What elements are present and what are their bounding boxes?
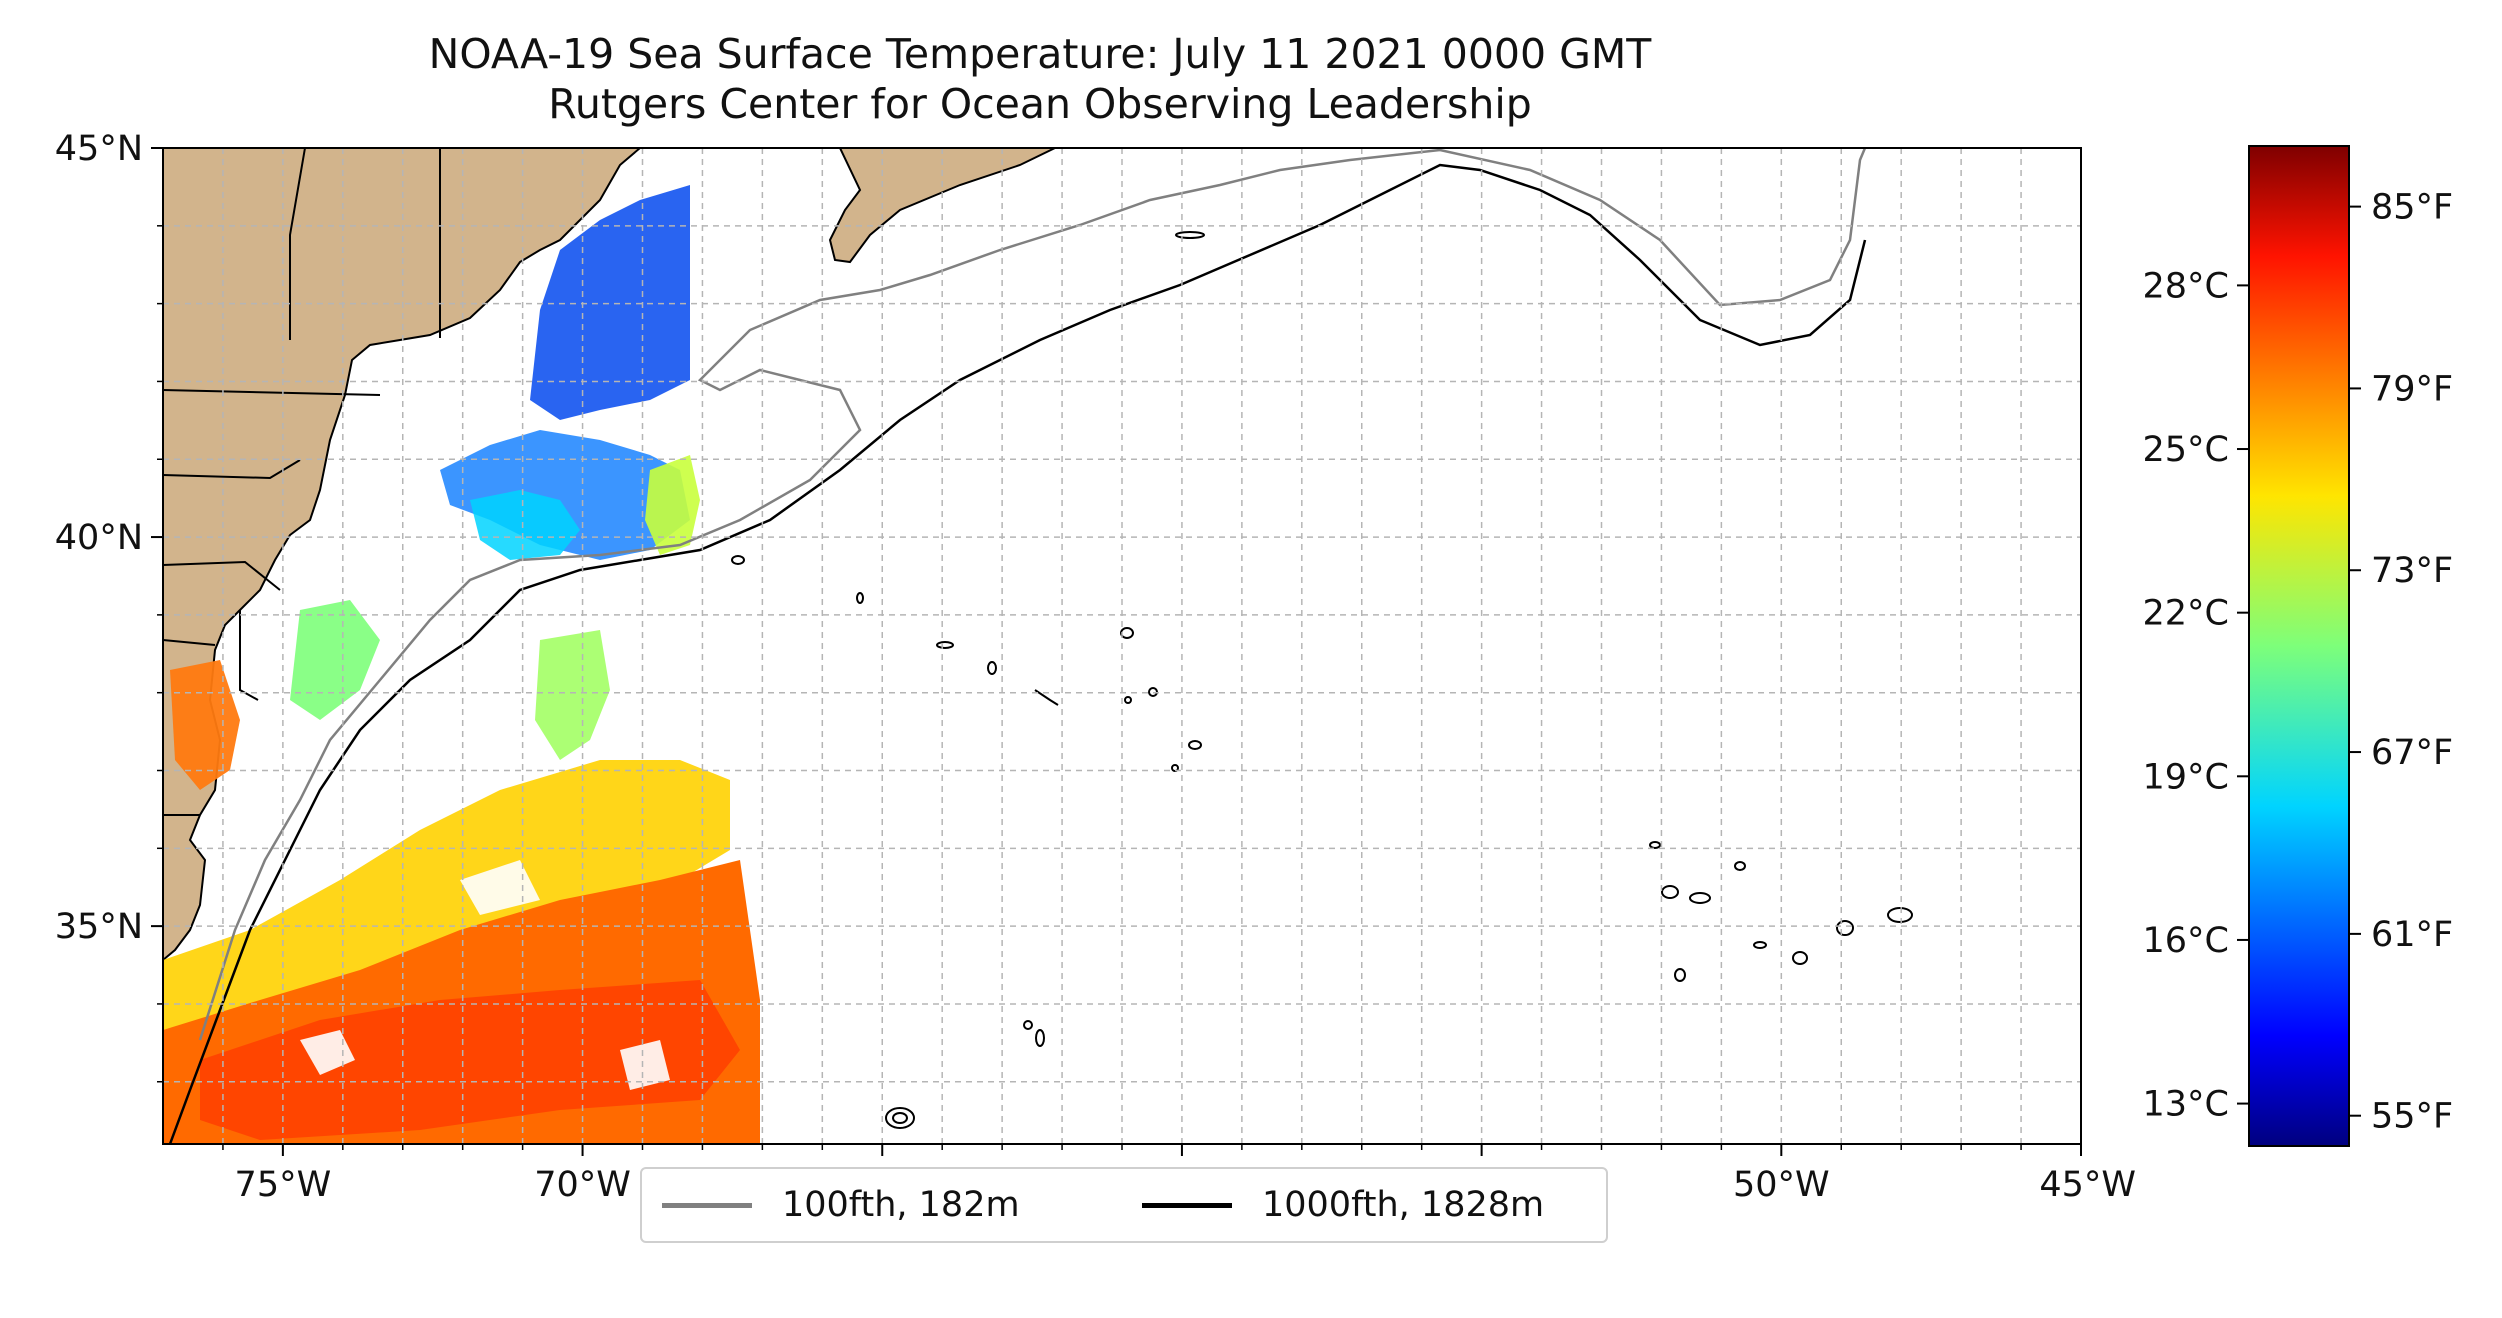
sst-gulf-of-maine-cold bbox=[530, 185, 690, 420]
colorbar-fahrenheit-label: 73°F bbox=[2371, 551, 2453, 591]
seamount-contours bbox=[731, 231, 1913, 1129]
sst-georges-warm bbox=[645, 455, 700, 555]
sst-warm-red-core bbox=[200, 980, 740, 1140]
sst-gulf-stream-yellow bbox=[163, 760, 730, 1030]
sst-shelf-cyan bbox=[470, 490, 580, 560]
colorbar-celsius-label: 28°C bbox=[2143, 266, 2229, 306]
legend-label-100fth: 100fth, 182m bbox=[782, 1185, 1020, 1225]
colorbar-fahrenheit-label: 79°F bbox=[2371, 369, 2453, 409]
lat-tick-label: 45°N bbox=[55, 129, 143, 169]
lon-tick-label: 70°W bbox=[534, 1165, 631, 1205]
colorbar-fahrenheit-label: 67°F bbox=[2371, 733, 2453, 773]
legend-item-100fth: 100fth, 182m bbox=[662, 1169, 1020, 1241]
colorbar-fahrenheit-label: 55°F bbox=[2371, 1097, 2453, 1137]
colorbar-celsius-label: 22°C bbox=[2143, 594, 2229, 634]
legend-line-1000fth bbox=[1142, 1202, 1232, 1208]
colorbar-fahrenheit-label: 85°F bbox=[2371, 188, 2453, 228]
chart-title-line1: NOAA-19 Sea Surface Temperature: July 11… bbox=[428, 30, 1652, 78]
colorbar-celsius-label: 19°C bbox=[2143, 757, 2229, 797]
isobath-100fth bbox=[198, 148, 1867, 1041]
legend: 100fth, 182m 1000fth, 1828m bbox=[640, 1167, 1608, 1243]
sst-cloud-gap-1 bbox=[300, 1030, 355, 1075]
legend-label-1000fth: 1000fth, 1828m bbox=[1262, 1185, 1545, 1225]
legend-item-1000fth: 1000fth, 1828m bbox=[1142, 1169, 1544, 1241]
colorbar bbox=[2248, 145, 2350, 1147]
colorbar-celsius-label: 16°C bbox=[2143, 921, 2229, 961]
sst-nantucket-shoals bbox=[440, 430, 690, 560]
colorbar-fahrenheit-axis: 85°F 79°F 73°F 67°F 61°F 55°F bbox=[2349, 188, 2453, 1137]
colorbar-celsius-label: 13°C bbox=[2143, 1085, 2229, 1125]
land-nova-scotia bbox=[828, 148, 1056, 264]
lat-tick-label: 35°N bbox=[55, 907, 143, 947]
legend-line-100fth bbox=[662, 1202, 752, 1208]
colorbar-celsius-label: 25°C bbox=[2143, 430, 2229, 470]
lon-tick-label: 50°W bbox=[1733, 1165, 1830, 1205]
latitude-axis: 45°N 40°N 35°N bbox=[55, 129, 163, 1083]
gridlines bbox=[163, 148, 2081, 1144]
lat-tick-label: 40°N bbox=[55, 518, 143, 558]
lon-tick-label: 45°W bbox=[2039, 1165, 2136, 1205]
sst-cloud-gap-3 bbox=[620, 1040, 670, 1090]
state-borders bbox=[163, 148, 441, 816]
sst-data bbox=[163, 185, 760, 1144]
sst-cloud-gap-2 bbox=[460, 860, 540, 915]
lon-tick-label: 75°W bbox=[235, 1165, 332, 1205]
colorbar-fahrenheit-label: 61°F bbox=[2371, 915, 2453, 955]
sst-sargasso-green bbox=[535, 630, 610, 760]
chart-title-line2: Rutgers Center for Ocean Observing Leade… bbox=[548, 80, 1532, 128]
sst-nj-shelf-green bbox=[290, 600, 380, 720]
colorbar-celsius-axis: 28°C 25°C 22°C 19°C 16°C 13°C bbox=[2143, 266, 2249, 1125]
